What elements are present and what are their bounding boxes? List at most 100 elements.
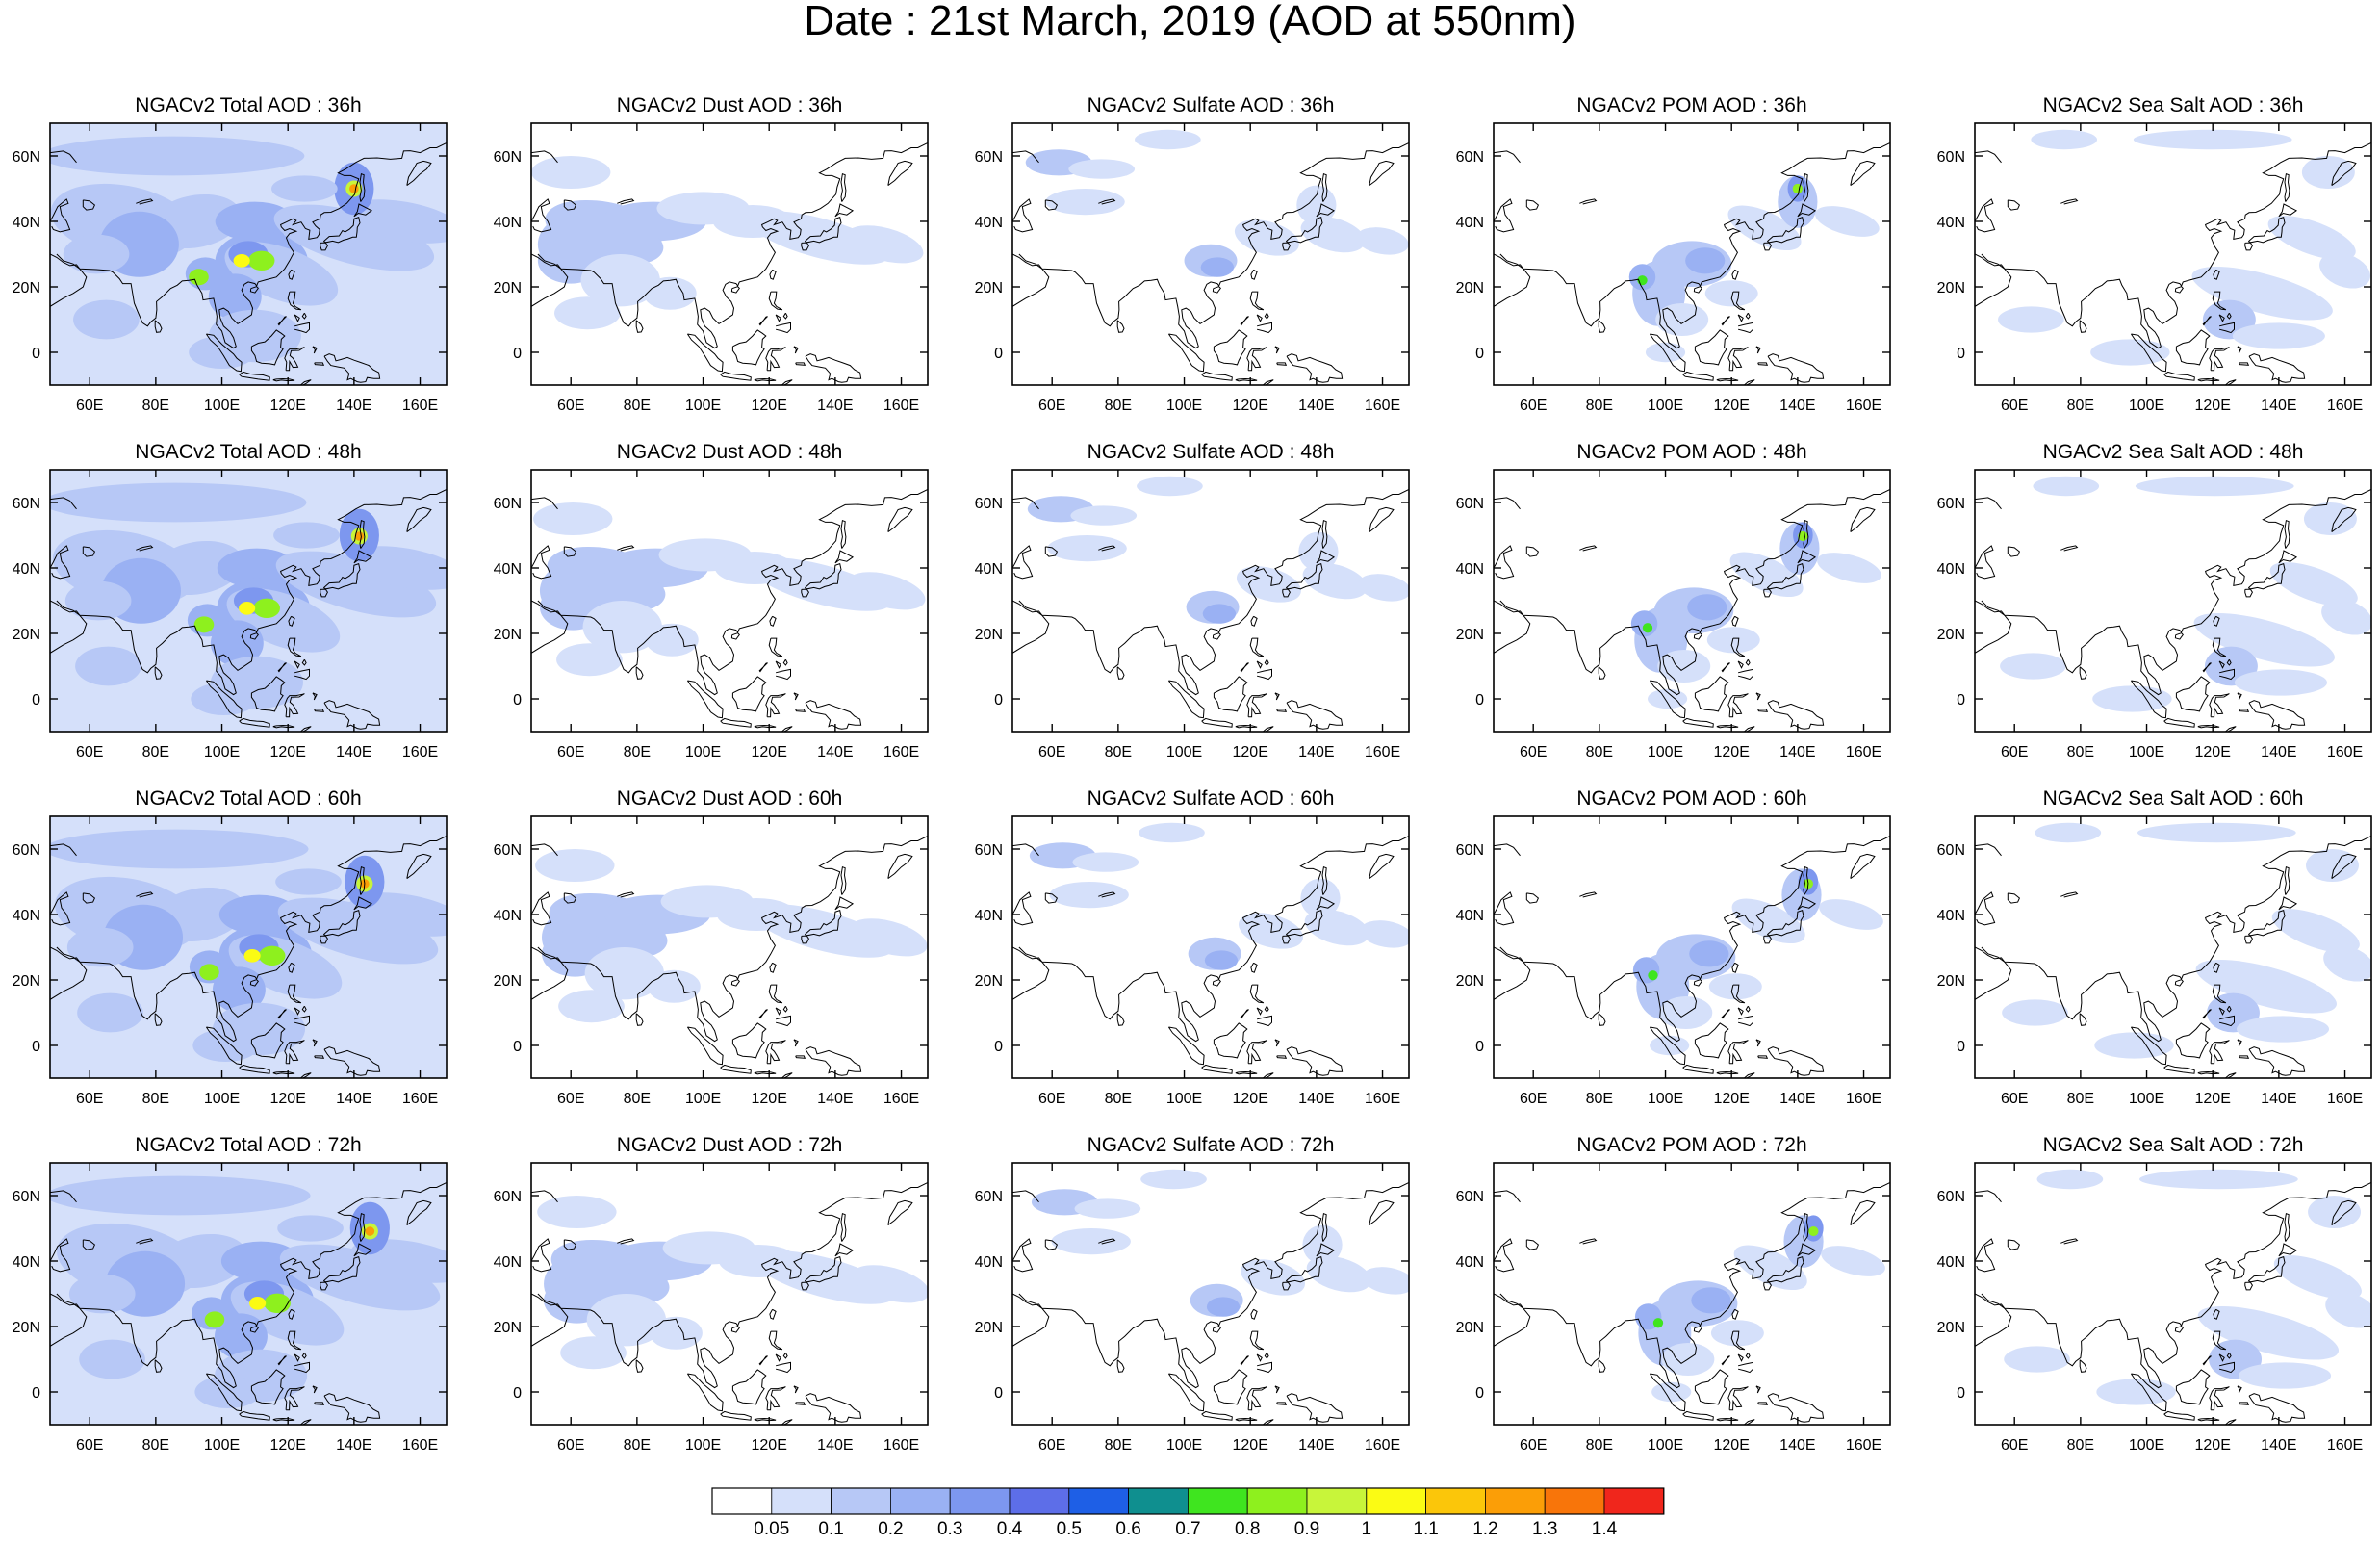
aod-shade-region (194, 1376, 262, 1408)
coastline (1318, 1077, 1327, 1078)
coastline (1213, 1369, 1248, 1405)
coastline (1369, 853, 1395, 880)
lon-tick-label: 160E (1846, 398, 1881, 414)
aod-shade-region (533, 502, 613, 535)
aod-shade-region (2092, 685, 2172, 712)
map-frame (1493, 469, 1891, 733)
coastline (299, 379, 312, 385)
coastline (249, 1326, 259, 1333)
lat-tick-label: 0 (513, 1039, 522, 1055)
aod-field (50, 123, 447, 385)
coastline (250, 676, 286, 712)
coastline (2007, 892, 2021, 904)
colorbar-cell (1485, 1487, 1546, 1515)
lat-tick-label: 40N (494, 1254, 522, 1271)
coastline (793, 346, 799, 354)
coastline (277, 1355, 287, 1366)
coastline (758, 316, 768, 326)
coastline (355, 1077, 365, 1078)
coastline (793, 1039, 799, 1047)
coastline (314, 1402, 325, 1405)
coastline (2202, 316, 2212, 326)
panel-title: NGACv2 Sea Salt AOD : 48h (2043, 441, 2304, 463)
lon-tick-label: 140E (2261, 398, 2296, 414)
coastline (775, 1353, 781, 1362)
aod-shade-region (68, 1274, 136, 1314)
coastline (1975, 497, 2002, 510)
map-frame (49, 122, 448, 386)
coastline (312, 346, 318, 354)
coastline (1256, 1015, 1272, 1027)
coastline (1757, 1055, 1769, 1059)
coastline (2218, 314, 2225, 322)
aod-shade-region (2031, 129, 2098, 150)
aod-shade-region (1204, 950, 1239, 970)
coastline (2197, 1417, 2220, 1422)
coastline (1716, 724, 1739, 729)
coastline (1282, 1281, 1291, 1291)
aod-shade-region (199, 964, 219, 981)
coastline (2163, 371, 2195, 381)
coastline (1494, 545, 1515, 580)
coastline (277, 1009, 287, 1019)
coastline (2244, 588, 2253, 598)
lon-tick-label: 160E (1365, 744, 1400, 760)
coastline (1737, 668, 1753, 681)
coastline (805, 1046, 862, 1076)
panel-title: NGACv2 Sulfate AOD : 72h (1088, 1134, 1335, 1156)
lon-tick-label: 60E (1038, 1437, 1065, 1454)
coastline (249, 632, 259, 640)
coastline (2218, 322, 2235, 334)
aod-shade-region (560, 1336, 627, 1370)
aod-shade-region (243, 949, 261, 963)
coastline (765, 693, 786, 718)
lat-tick-label: 40N (1456, 908, 1484, 924)
coastline (2175, 1369, 2211, 1405)
coastline (2218, 1353, 2225, 1362)
coastline (319, 1077, 345, 1078)
lon-tick-label: 120E (1233, 398, 1268, 414)
coastline (793, 692, 799, 701)
aod-shade-region (2303, 502, 2357, 535)
coastline (294, 660, 300, 669)
aod-shade-region (273, 522, 340, 549)
lon-tick-label: 120E (270, 744, 306, 760)
aod-shade-region (2308, 1196, 2362, 1228)
coastline (1274, 346, 1280, 354)
coastline (2248, 1393, 2306, 1423)
lon-tick-label: 140E (2261, 1437, 2296, 1454)
aod-field (2002, 822, 2371, 1059)
coastline (154, 1359, 163, 1373)
coastline (2130, 680, 2167, 719)
coastline (1499, 1181, 1890, 1389)
colorbar-cell (1009, 1487, 1070, 1515)
lon-tick-label: 140E (817, 1091, 853, 1107)
aod-shade-region (1135, 129, 1201, 150)
map-panel-sulfate-3: NGACv2 Sulfate AOD : 72h 60E 80E 100E 120E 14… (975, 1134, 1410, 1454)
coastline (1767, 700, 1825, 730)
coastline (1321, 520, 1328, 549)
coastline (1737, 1007, 1744, 1016)
colorbar-cell (711, 1487, 773, 1515)
aod-shade-region (214, 1313, 268, 1359)
aod-shade-region (193, 616, 215, 633)
coastline (2163, 1410, 2195, 1421)
coastline (1318, 731, 1327, 732)
coastline (834, 896, 855, 911)
coastline (2280, 1424, 2290, 1425)
coastline (563, 892, 577, 904)
coastline (1274, 1385, 1280, 1394)
coastline (2243, 1077, 2269, 1078)
coastline (320, 935, 328, 944)
lon-tick-label: 160E (1846, 744, 1881, 760)
aod-shade-region (647, 969, 701, 1003)
aod-shade-region (217, 548, 297, 588)
lon-tick-label: 80E (1586, 1437, 1613, 1454)
coastline (1757, 1402, 1769, 1405)
colorbar-label: 0.9 (1294, 1519, 1319, 1539)
coastline (359, 1213, 366, 1242)
aod-shade-region (2325, 1292, 2371, 1328)
coastline (287, 291, 302, 311)
coastline (1212, 286, 1221, 294)
coastline (50, 545, 71, 580)
